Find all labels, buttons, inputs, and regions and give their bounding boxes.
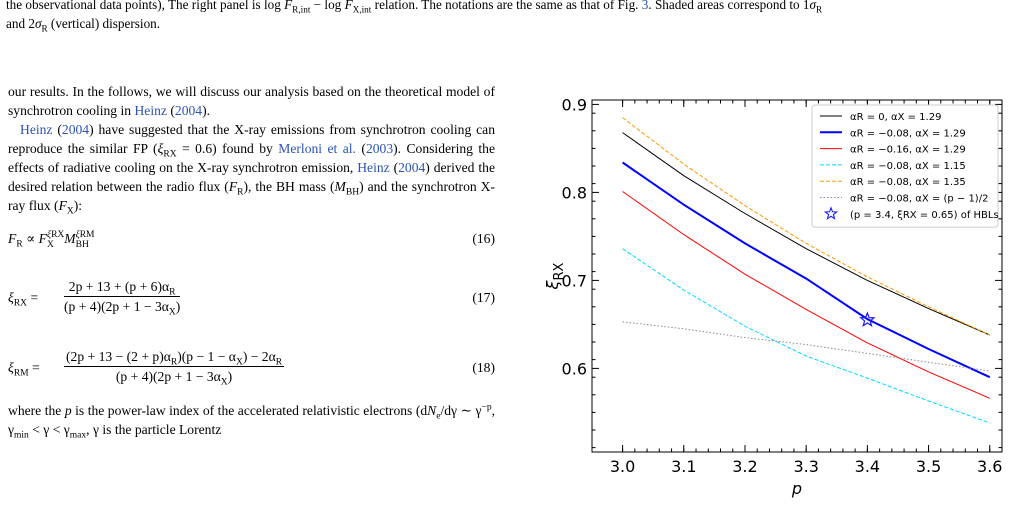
citation-year[interactable]: 2004 bbox=[174, 103, 203, 118]
series-line-3 bbox=[622, 191, 990, 399]
equation-number-16: (16) bbox=[472, 231, 495, 246]
chart-legend: αR = 0, αX = 1.29 αR = −0.08, αX = 1.29 αR… bbox=[811, 104, 999, 228]
caption-line-1: the observational data points), The righ… bbox=[6, 0, 1019, 14]
equation-17: ξRX = 2p + 13 + (p + 6)αR (p + 4)(2p + 1… bbox=[8, 279, 495, 318]
paragraph-heinz: Heinz (2004) have suggested that the X-r… bbox=[8, 122, 495, 217]
equation-16-body: FR ∝ FξRX X MξRM BH bbox=[8, 229, 95, 250]
x-tick-label: 3.5 bbox=[916, 457, 941, 476]
series-line-5 bbox=[622, 117, 991, 336]
plot-frame bbox=[591, 99, 1003, 453]
hbl-star-marker bbox=[859, 311, 876, 328]
citation-merloni[interactable]: Merloni et al. bbox=[278, 141, 356, 156]
x-axis-label: p bbox=[791, 479, 802, 498]
y-axis-ticks: 0.6 0.7 0.8 0.9 bbox=[562, 95, 1002, 449]
equation-number-17: (17) bbox=[472, 290, 495, 305]
paragraph-intro: our results. In the follows, we will dis… bbox=[8, 84, 495, 118]
citation-year[interactable]: 2003 bbox=[365, 141, 394, 156]
paragraph-power-law: where the p is the power-law index of th… bbox=[8, 402, 495, 441]
caption-line-2: and 2σR (vertical) dispersion. bbox=[6, 16, 161, 34]
citation-heinz[interactable]: Heinz bbox=[134, 103, 167, 118]
chart-svg: 3.0 3.1 3.2 3.3 3.4 3.5 3.6 0.6 0.7 0.8 0.9 p ξRX… bbox=[543, 95, 1003, 498]
x-axis-ticks: 3.0 3.1 3.2 3.3 3.4 3.5 3.6 bbox=[610, 100, 1002, 476]
series-line-4 bbox=[622, 248, 990, 424]
citation-year[interactable]: 2004 bbox=[61, 122, 90, 137]
series-line-1 bbox=[622, 132, 990, 336]
xi-rx-vs-p-chart: 3.0 3.1 3.2 3.3 3.4 3.5 3.6 0.6 0.7 0.8 0.9 p ξRX… bbox=[530, 82, 1020, 512]
series-lines bbox=[622, 117, 991, 424]
legend-star-swatch bbox=[823, 206, 839, 220]
legend-label: αR = 0, αX = 1.29 bbox=[850, 112, 941, 123]
y-tick-label: 0.7 bbox=[562, 271, 587, 290]
legend-label: αR = −0.16, αX = 1.29 bbox=[850, 145, 966, 156]
y-axis-label-sub: RX bbox=[552, 262, 567, 280]
body-text-column: our results. In the follows, we will dis… bbox=[8, 82, 495, 441]
figure-3-link[interactable]: 3 bbox=[641, 0, 649, 12]
equation-18-fraction: (2p + 13 − (2 + p)αR)(p − 1 − αX) − 2αR … bbox=[64, 349, 285, 388]
equation-18: ξRM = (2p + 13 − (2 + p)αR)(p − 1 − αX) … bbox=[8, 349, 495, 388]
legend-label: (p = 3.4, ξRX = 0.65) of HBLs bbox=[850, 210, 999, 221]
equation-number-18: (18) bbox=[472, 360, 495, 375]
citation-heinz[interactable]: Heinz bbox=[20, 122, 53, 137]
citation-year[interactable]: 2004 bbox=[398, 160, 426, 175]
y-axis-label-symbol: ξ bbox=[543, 279, 562, 290]
x-tick-label: 3.1 bbox=[671, 457, 696, 476]
legend-label: αR = −0.08, αX = (p − 1)/2 bbox=[850, 194, 988, 205]
legend-box bbox=[811, 104, 999, 228]
equation-17-fraction: 2p + 13 + (p + 6)αR (p + 4)(2p + 1 − 3αX… bbox=[64, 279, 181, 318]
legend-label: αR = −0.08, αX = 1.15 bbox=[850, 161, 966, 172]
x-tick-label: 3.0 bbox=[610, 457, 635, 476]
x-tick-label: 3.4 bbox=[855, 457, 880, 476]
y-tick-label: 0.9 bbox=[562, 95, 587, 114]
figure-caption: the observational data points), The righ… bbox=[6, 0, 1019, 33]
y-axis-label: ξRX bbox=[543, 262, 567, 290]
legend-label: αR = −0.08, αX = 1.35 bbox=[850, 177, 966, 188]
equation-16: FR ∝ FξRX X MξRM BH (16) bbox=[8, 229, 495, 250]
x-tick-label: 3.2 bbox=[732, 457, 757, 476]
series-line-2 bbox=[622, 161, 991, 379]
y-tick-label: 0.8 bbox=[562, 183, 587, 202]
y-tick-label: 0.6 bbox=[562, 359, 587, 378]
series-line-6 bbox=[622, 321, 990, 372]
citation-heinz[interactable]: Heinz bbox=[357, 160, 390, 175]
data-points bbox=[859, 311, 876, 328]
x-tick-label: 3.3 bbox=[793, 457, 818, 476]
legend-label: αR = −0.08, αX = 1.29 bbox=[850, 128, 966, 139]
x-tick-label: 3.6 bbox=[977, 457, 1002, 476]
